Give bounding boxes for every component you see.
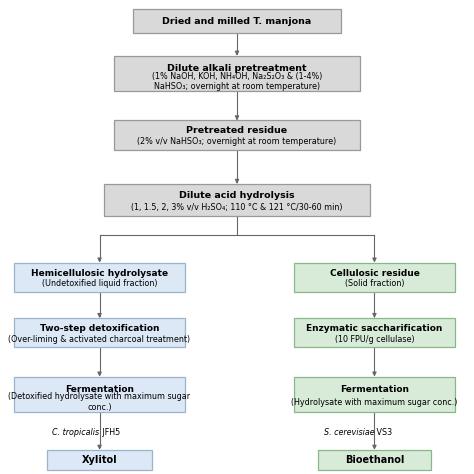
- Text: Cellulosic residue: Cellulosic residue: [329, 269, 419, 278]
- Text: (2% v/v NaHSO₃; overnight at room temperature): (2% v/v NaHSO₃; overnight at room temper…: [137, 137, 337, 146]
- Text: Two-step detoxification: Two-step detoxification: [40, 324, 159, 333]
- Text: (Undetoxified liquid fraction): (Undetoxified liquid fraction): [42, 279, 157, 288]
- FancyBboxPatch shape: [104, 184, 370, 216]
- Text: Dilute acid hydrolysis: Dilute acid hydrolysis: [179, 191, 295, 200]
- Text: Bioethanol: Bioethanol: [345, 455, 404, 465]
- Text: Enzymatic saccharification: Enzymatic saccharification: [306, 324, 443, 333]
- FancyBboxPatch shape: [294, 376, 455, 412]
- Text: (Over-liming & activated charcoal treatment): (Over-liming & activated charcoal treatm…: [9, 335, 191, 344]
- FancyBboxPatch shape: [14, 318, 185, 347]
- FancyBboxPatch shape: [294, 263, 455, 292]
- Text: Hemicellulosic hydrolysate: Hemicellulosic hydrolysate: [31, 269, 168, 278]
- Text: (1, 1.5, 2, 3% v/v H₂SO₄; 110 °C & 121 °C/30-60 min): (1, 1.5, 2, 3% v/v H₂SO₄; 110 °C & 121 °…: [131, 202, 343, 211]
- FancyBboxPatch shape: [14, 263, 185, 292]
- Text: Pretreated residue: Pretreated residue: [186, 127, 288, 136]
- Text: (Detoxified hydrolysate with maximum sugar
conc.): (Detoxified hydrolysate with maximum sug…: [9, 392, 191, 412]
- FancyBboxPatch shape: [47, 450, 152, 470]
- Text: Fermentation: Fermentation: [65, 385, 134, 394]
- Text: Dried and milled T. manjona: Dried and milled T. manjona: [163, 17, 311, 26]
- Text: VS3: VS3: [374, 428, 392, 437]
- Text: (Hydrolysate with maximum sugar conc.): (Hydrolysate with maximum sugar conc.): [291, 398, 458, 407]
- FancyBboxPatch shape: [114, 56, 360, 91]
- Text: (1% NaOH, KOH, NH₄OH, Na₂S₂O₃ & (1-4%)
NaHSO₃; overnight at room temperature): (1% NaOH, KOH, NH₄OH, Na₂S₂O₃ & (1-4%) N…: [152, 72, 322, 91]
- Text: (Solid fraction): (Solid fraction): [345, 279, 404, 288]
- Text: Dilute alkali pretreatment: Dilute alkali pretreatment: [167, 64, 307, 73]
- FancyBboxPatch shape: [14, 376, 185, 412]
- Text: S. cerevisiae: S. cerevisiae: [324, 428, 374, 437]
- Text: JFH5: JFH5: [100, 428, 120, 437]
- FancyBboxPatch shape: [294, 318, 455, 347]
- FancyBboxPatch shape: [114, 120, 360, 150]
- FancyBboxPatch shape: [133, 9, 341, 33]
- Text: Xylitol: Xylitol: [82, 455, 118, 465]
- FancyBboxPatch shape: [318, 450, 431, 470]
- Text: C. tropicalis: C. tropicalis: [53, 428, 100, 437]
- Text: Fermentation: Fermentation: [340, 385, 409, 394]
- Text: (10 FPU/g cellulase): (10 FPU/g cellulase): [335, 335, 414, 344]
